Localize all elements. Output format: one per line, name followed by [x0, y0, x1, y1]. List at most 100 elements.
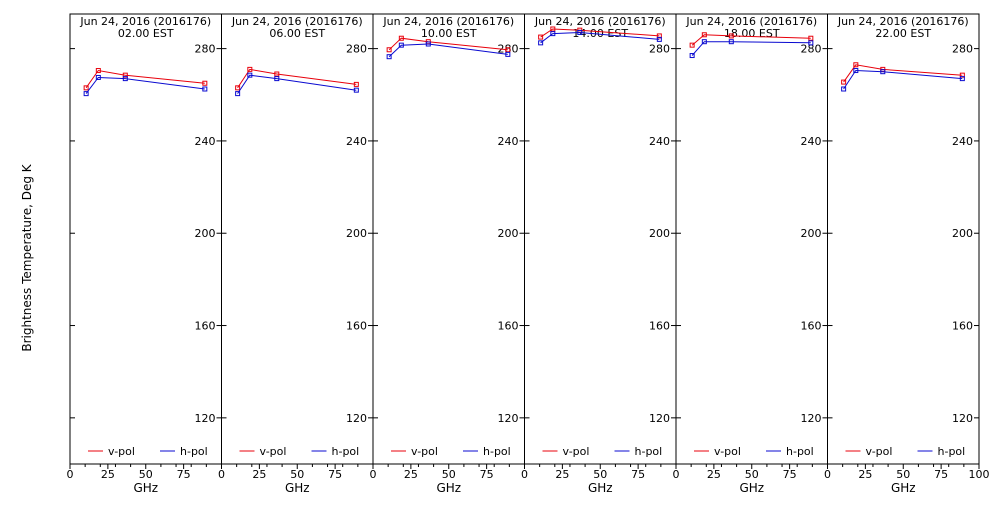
panel-5: Jun 24, 2016 (2016176)18.00 EST120160200…	[673, 13, 828, 495]
y-tick-label: 280	[801, 43, 822, 56]
series-line-h-pol	[388, 43, 508, 58]
data-point-v-pol	[701, 32, 707, 38]
data-point-h-pol	[577, 29, 583, 35]
panel-4: Jun 24, 2016 (2016176)14.00 EST120160200…	[521, 13, 677, 495]
y-tick-label: 120	[952, 412, 973, 425]
series-line-h-pol	[85, 76, 205, 94]
data-point-h-pol	[247, 72, 253, 78]
y-tick-label: 160	[801, 320, 822, 333]
y-tick-label: 240	[952, 135, 973, 148]
x-axis-label: GHz	[133, 481, 158, 495]
panel-1: Jun 24, 2016 (2016176)02.00 EST 120 160 200…	[67, 13, 222, 495]
data-point-v-pol	[398, 35, 404, 41]
data-point-h-pol	[701, 39, 707, 45]
x-tick-label: 0	[673, 468, 680, 481]
y-tick-label: 280	[952, 43, 973, 56]
panel-title: Jun 24, 2016 (2016176)	[231, 15, 363, 28]
data-point-v-pol	[83, 85, 89, 91]
x-tick-label: 75	[480, 468, 494, 481]
y-tick-label: 120	[649, 412, 670, 425]
series-line-v-pol	[843, 64, 963, 83]
y-tick-label: 200	[801, 227, 822, 240]
y-tick-label: 120	[346, 412, 367, 425]
y-tick-label: 160	[498, 320, 519, 333]
x-axis-label: GHz	[739, 481, 764, 495]
data-point-h-pol	[83, 91, 89, 97]
legend-label-v-pol: v-pol	[411, 445, 438, 458]
legend-label-v-pol: v-pol	[563, 445, 590, 458]
x-tick-label: 25	[101, 468, 115, 481]
x-tick-label: 50	[745, 468, 759, 481]
data-point-v-pol	[274, 71, 280, 77]
data-point-h-pol	[538, 40, 544, 46]
data-point-v-pol	[841, 79, 847, 85]
x-tick-label: 25	[252, 468, 266, 481]
y-tick-label: 240	[346, 135, 367, 148]
data-point-v-pol	[538, 34, 544, 40]
legend-label-h-pol: h-pol	[483, 445, 511, 458]
panel-3: Jun 24, 2016 (2016176)10.00 EST 120 160 200…	[370, 13, 525, 495]
data-point-v-pol	[202, 80, 208, 86]
legend-label-h-pol: h-pol	[332, 445, 360, 458]
x-tick-label: 75	[631, 468, 645, 481]
x-tick-label: 50	[139, 468, 153, 481]
data-point-v-pol	[959, 72, 965, 78]
x-tick-label: 75	[177, 468, 191, 481]
series-line-v-pol	[388, 37, 508, 51]
panel-subtitle: 22.00 EST	[875, 27, 931, 40]
y-tick-label: 120	[801, 412, 822, 425]
data-point-v-pol	[656, 33, 662, 39]
y-tick-label: 200	[195, 227, 216, 240]
x-tick-label: 75	[783, 468, 797, 481]
y-tick-label: 280	[346, 43, 367, 56]
y-tick-label: 280	[498, 43, 519, 56]
data-point-h-pol	[880, 69, 886, 75]
series-line-h-pol	[237, 74, 357, 94]
panel-subtitle: 06.00 EST	[269, 27, 325, 40]
y-tick-label: 280	[195, 43, 216, 56]
y-tick-label: 200	[498, 227, 519, 240]
y-tick-label: 160	[195, 320, 216, 333]
data-point-h-pol	[959, 76, 965, 82]
data-point-h-pol	[122, 76, 128, 82]
data-point-h-pol	[728, 39, 734, 45]
data-point-h-pol	[274, 76, 280, 82]
panel-title: Jun 24, 2016 (2016176)	[685, 15, 817, 28]
series-line-v-pol	[691, 34, 811, 46]
panel-title: Jun 24, 2016 (2016176)	[534, 15, 666, 28]
data-point-h-pol	[202, 86, 208, 92]
x-tick-label: 50	[896, 468, 910, 481]
x-tick-label: 0	[824, 468, 831, 481]
data-point-h-pol	[386, 54, 392, 60]
data-point-v-pol	[689, 42, 695, 48]
series-line-h-pol	[540, 31, 660, 44]
data-point-v-pol	[247, 66, 253, 72]
legend-label-v-pol: v-pol	[714, 445, 741, 458]
y-tick-label: 120	[195, 412, 216, 425]
data-point-h-pol	[505, 51, 511, 57]
legend-label-v-pol: v-pol	[866, 445, 893, 458]
x-tick-label: 25	[555, 468, 569, 481]
y-tick-label: 240	[498, 135, 519, 148]
data-point-v-pol	[122, 72, 128, 78]
x-tick-label: 25	[858, 468, 872, 481]
panel-6: Jun 24, 2016 (2016176)22.00 EST 120 160 200…	[824, 13, 990, 495]
data-point-v-pol	[808, 35, 814, 41]
x-tick-label: 0	[218, 468, 225, 481]
x-axis-label: GHz	[891, 481, 916, 495]
series-line-v-pol	[540, 28, 660, 38]
x-tick-label: 0	[521, 468, 528, 481]
x-tick-label: 50	[290, 468, 304, 481]
x-tick-label: 100	[969, 468, 990, 481]
x-tick-label: 25	[707, 468, 721, 481]
series-line-h-pol	[843, 69, 963, 90]
x-axis-label: GHz	[588, 481, 613, 495]
panel-title: Jun 24, 2016 (2016176)	[79, 15, 211, 28]
data-point-h-pol	[656, 36, 662, 42]
x-axis-label: GHz	[285, 481, 310, 495]
x-tick-label: 50	[442, 468, 456, 481]
data-point-v-pol	[235, 85, 241, 91]
data-point-v-pol	[386, 47, 392, 53]
data-point-h-pol	[841, 86, 847, 92]
